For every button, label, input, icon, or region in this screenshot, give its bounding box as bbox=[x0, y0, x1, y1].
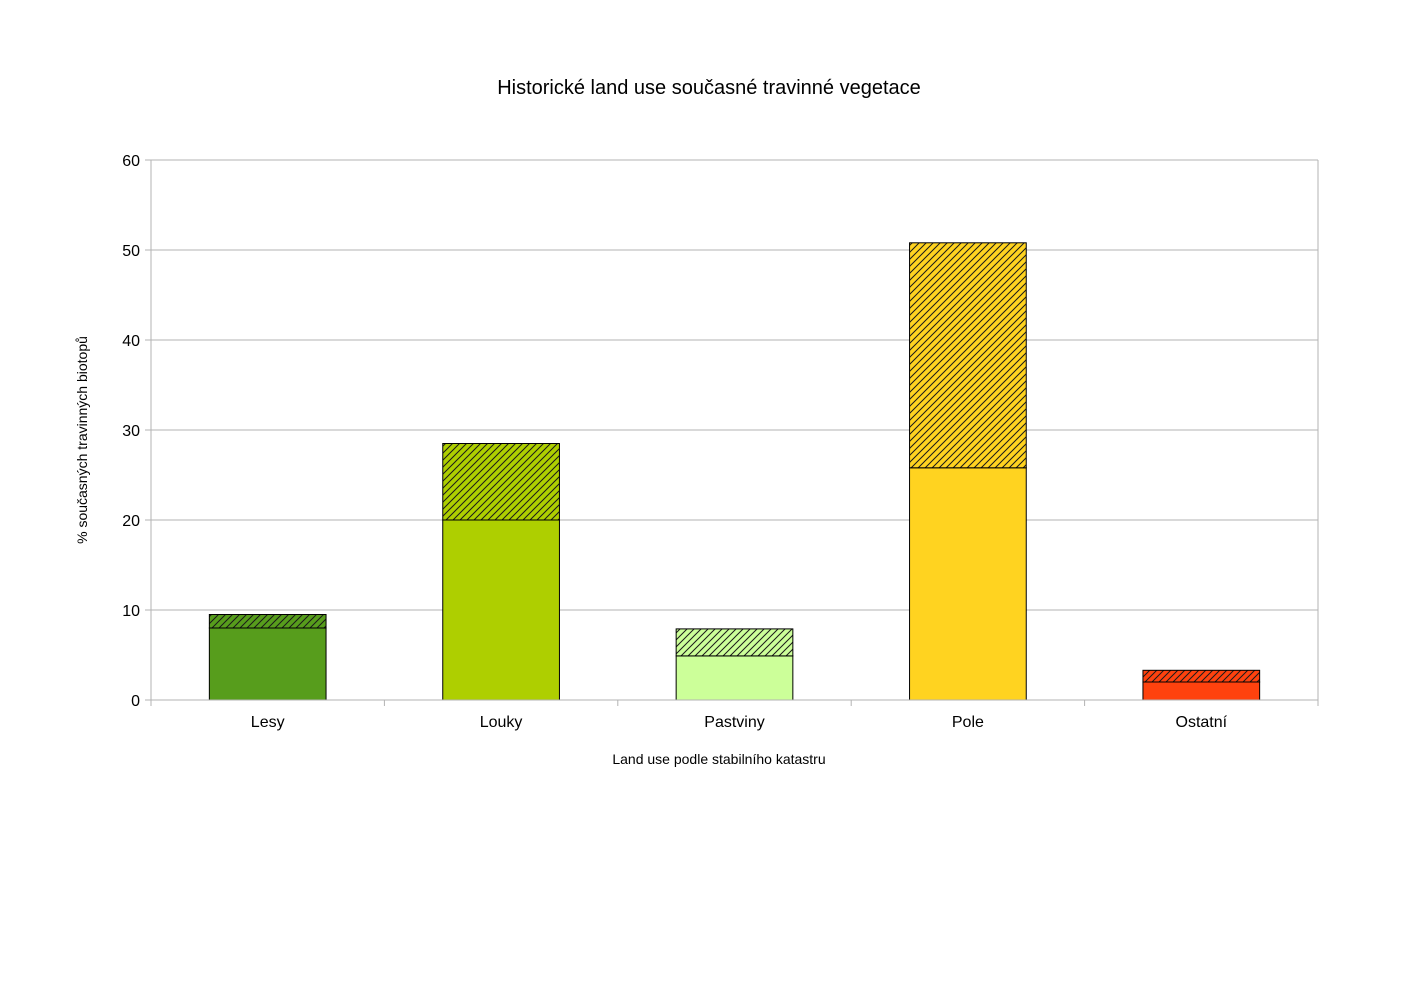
y-tick-label: 20 bbox=[122, 513, 140, 530]
x-tick-labels: Lesy Louky Pastviny Pole Ostatní bbox=[251, 714, 1228, 731]
bar-louky-hatched-segment bbox=[442, 443, 560, 521]
x-tick-label: Pole bbox=[952, 714, 984, 731]
bar-lesy-solid-segment bbox=[208, 627, 327, 701]
bar-pole-hatched-segment bbox=[909, 242, 1027, 469]
y-axis-title: % současných travinných biotopů bbox=[74, 336, 90, 544]
x-tick-label: Louky bbox=[480, 714, 523, 731]
y-tick-label: 0 bbox=[131, 693, 140, 710]
bar-pastviny-solid-segment bbox=[675, 655, 794, 701]
x-tick-label: Lesy bbox=[251, 714, 285, 731]
y-tick-label: 30 bbox=[122, 423, 140, 440]
bar-ostatní-solid-segment bbox=[1142, 681, 1261, 701]
axes bbox=[145, 159, 1319, 706]
y-tick-label: 10 bbox=[122, 603, 140, 620]
bar-pastviny-hatched-segment bbox=[675, 628, 794, 657]
gridlines bbox=[151, 159, 1318, 701]
y-tick-label: 40 bbox=[122, 333, 140, 350]
y-tick-labels: 0 10 20 30 40 50 60 bbox=[122, 153, 140, 710]
bar-lesy-hatched-segment bbox=[208, 614, 327, 629]
y-tick-label: 60 bbox=[122, 153, 140, 170]
bars bbox=[208, 242, 1261, 701]
bar-louky-solid-segment bbox=[442, 519, 560, 701]
chart-title: Historické land use současné travinné ve… bbox=[497, 77, 921, 99]
x-axis-title: Land use podle stabilního katastru bbox=[612, 751, 825, 767]
y-tick-label: 50 bbox=[122, 243, 140, 260]
bar-ostatní-hatched-segment bbox=[1142, 669, 1261, 683]
x-tick-label: Pastviny bbox=[704, 714, 764, 731]
bar-pole-solid-segment bbox=[909, 467, 1027, 701]
x-tick-label: Ostatní bbox=[1176, 714, 1228, 731]
